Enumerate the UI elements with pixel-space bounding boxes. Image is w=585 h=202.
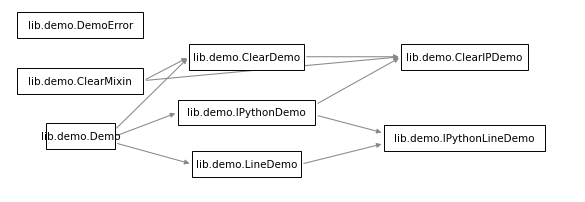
- FancyBboxPatch shape: [178, 100, 315, 126]
- FancyBboxPatch shape: [384, 126, 545, 152]
- FancyBboxPatch shape: [192, 152, 301, 177]
- Text: lib.demo.Demo: lib.demo.Demo: [40, 132, 120, 142]
- Text: lib.demo.LineDemo: lib.demo.LineDemo: [196, 159, 297, 169]
- Text: lib.demo.ClearMixin: lib.demo.ClearMixin: [29, 76, 132, 86]
- Text: lib.demo.ClearDemo: lib.demo.ClearDemo: [193, 53, 300, 62]
- Text: lib.demo.ClearIPDemo: lib.demo.ClearIPDemo: [407, 53, 522, 62]
- FancyBboxPatch shape: [18, 13, 143, 39]
- Text: lib.demo.DemoError: lib.demo.DemoError: [27, 21, 133, 31]
- FancyBboxPatch shape: [401, 45, 528, 70]
- Text: lib.demo.IPythonLineDemo: lib.demo.IPythonLineDemo: [394, 134, 535, 144]
- Text: lib.demo.IPythonDemo: lib.demo.IPythonDemo: [187, 108, 306, 118]
- FancyBboxPatch shape: [18, 68, 143, 94]
- FancyBboxPatch shape: [46, 124, 115, 149]
- FancyBboxPatch shape: [190, 45, 304, 70]
